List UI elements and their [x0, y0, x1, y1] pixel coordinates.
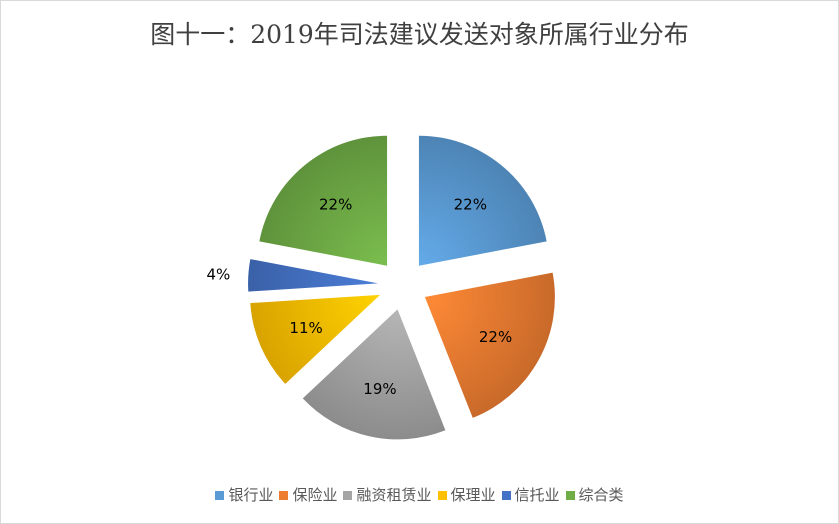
- pie-slice-4: [248, 259, 379, 292]
- legend-swatch: [215, 491, 225, 500]
- data-label: 22%: [454, 196, 487, 214]
- legend-swatch: [279, 491, 289, 500]
- legend: 银行业 保险业 融资租赁业 保理业 信托业 综合类: [1, 484, 838, 505]
- legend-label: 保险业: [292, 486, 338, 504]
- legend-swatch: [343, 491, 353, 500]
- legend-swatch: [565, 491, 575, 500]
- pie-slice-3: [250, 294, 381, 384]
- chart-title: 图十一：2019年司法建议发送对象所属行业分布: [150, 20, 689, 49]
- data-label: 19%: [363, 380, 396, 398]
- legend-label: 保理业: [450, 486, 496, 504]
- data-label: 22%: [319, 196, 352, 214]
- legend-swatch: [437, 491, 447, 500]
- pie-slice-2: [302, 309, 446, 440]
- legend-item: 综合类: [565, 484, 624, 505]
- pie-slice-1: [424, 272, 555, 418]
- legend-item: 融资租赁业: [343, 484, 432, 505]
- pie-slice-5: [259, 135, 388, 266]
- data-label: 11%: [289, 319, 322, 337]
- legend-item: 信托业: [501, 484, 560, 505]
- legend-label: 信托业: [514, 486, 560, 504]
- legend-item: 保险业: [279, 484, 337, 505]
- data-label: 22%: [479, 328, 512, 346]
- legend-item: 保理业: [437, 484, 496, 505]
- data-label: 4%: [206, 265, 230, 283]
- legend-label: 融资租赁业: [356, 486, 432, 504]
- legend-swatch: [501, 491, 511, 500]
- legend-label: 综合类: [578, 486, 624, 504]
- legend-label: 银行业: [228, 486, 274, 504]
- legend-item: 银行业: [215, 484, 273, 505]
- pie-slice-0: [418, 135, 547, 266]
